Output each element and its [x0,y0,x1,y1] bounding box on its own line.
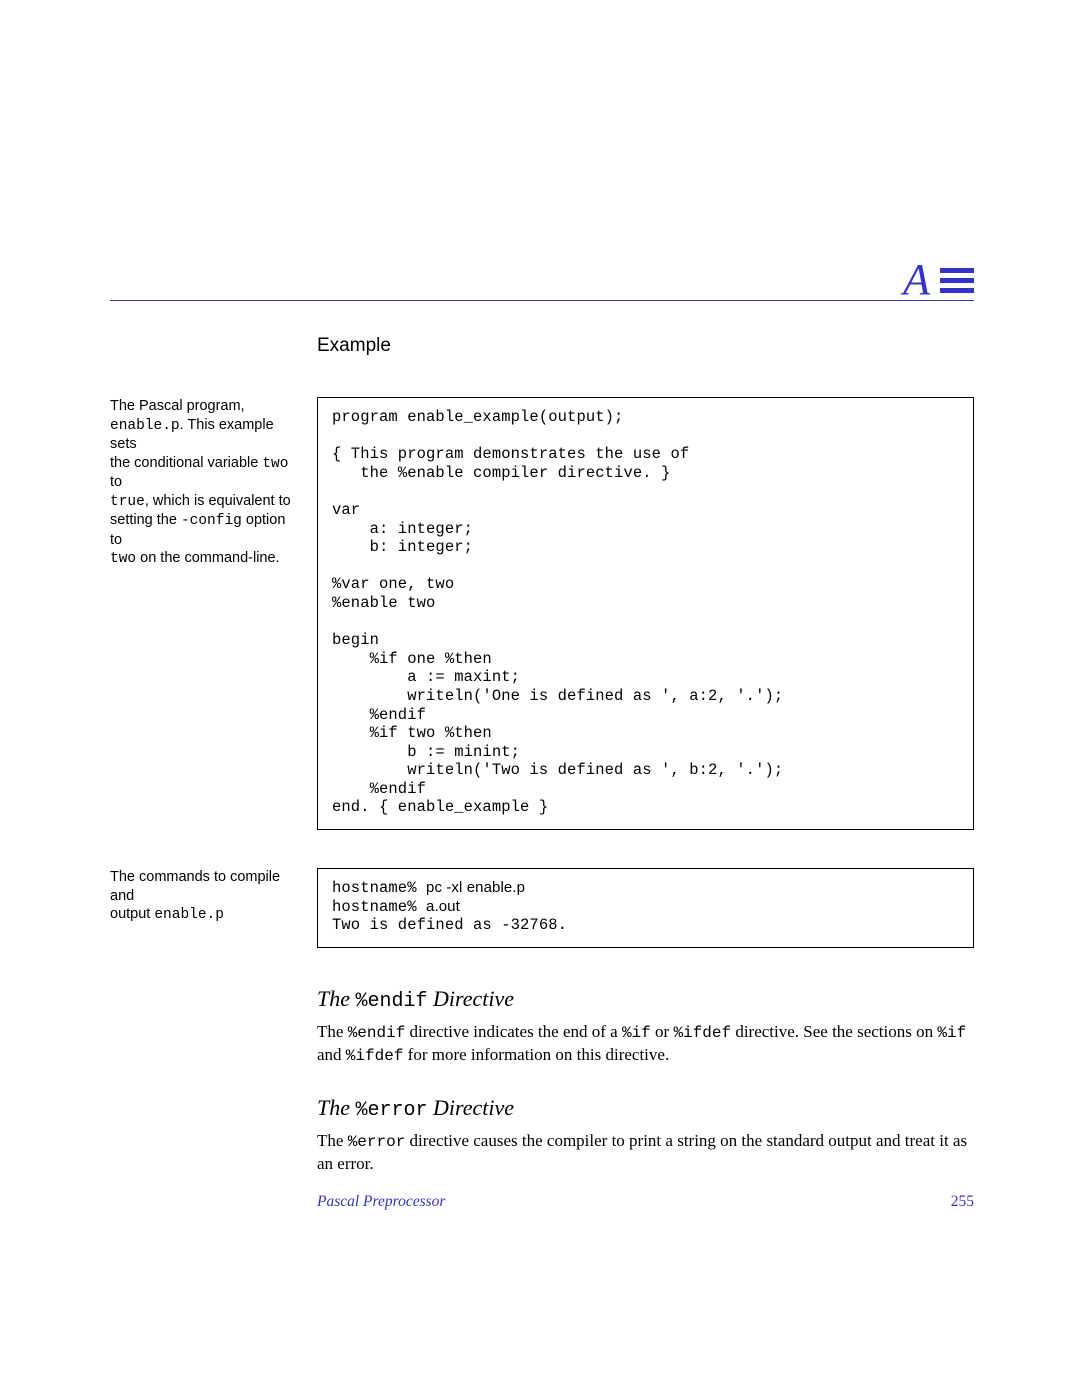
c2-l2a: hostname% [332,898,426,916]
c2-l3: Two is defined as -32768. [332,916,567,934]
footer-page-number: 255 [951,1193,974,1211]
p1-t5: and [317,1045,346,1064]
side2-l1: The commands to compile and [110,869,280,904]
p1-m3: %ifdef [673,1024,731,1042]
p1-m5: %ifdef [346,1047,404,1065]
code-listing-2: hostname% pc -xl enable.p hostname% a.ou… [317,868,974,948]
footer-title: Pascal Preprocessor [317,1193,445,1211]
side1-l3a: the conditional variable [110,455,262,471]
side1-l3c: to [110,474,122,490]
side1-l1: The Pascal program, [110,398,245,414]
side-note-2: The commands to compile and output enabl… [110,868,317,925]
error-paragraph: The %error directive causes the compiler… [317,1130,974,1176]
p2-t2: directive causes the compiler to print a… [317,1131,967,1173]
side1-l5b: -config [181,513,242,529]
p1-t1: The [317,1022,348,1041]
side1-l3b: two [262,456,288,472]
p1-m4: %if [937,1024,966,1042]
example-row-2: The commands to compile and output enabl… [110,868,974,948]
p1-t3: or [651,1022,674,1041]
chapter-letter: A [903,258,930,302]
endif-heading: The %endif Directive [317,986,974,1013]
side1-l4a: true [110,494,145,510]
side-note-1: The Pascal program, enable.p. This examp… [110,397,317,569]
side1-l5a: setting the [110,512,181,528]
c2-l2b: a.out [426,898,460,915]
sub1-post: Directive [428,986,515,1011]
side1-l6b: on the command-line. [136,550,279,566]
side1-l2a: enable.p [110,418,180,434]
page: A Example The Pascal program, enable.p. … [0,0,1080,1397]
page-footer: Pascal Preprocessor 255 [110,1193,974,1211]
side2-l2a: output [110,906,154,922]
menu-bars-icon [940,268,974,293]
header-rule [110,300,974,301]
p2-m1: %error [348,1133,406,1151]
sub1-mid: %endif [356,990,428,1013]
c2-l1b: pc -xl enable.p [426,879,525,896]
example-row-1: The Pascal program, enable.p. This examp… [110,397,974,830]
side1-l4b: , which is equivalent to [145,493,291,509]
sub2-post: Directive [428,1095,515,1120]
error-heading: The %error Directive [317,1095,974,1122]
p1-m1: %endif [348,1024,406,1042]
side2-l2b: enable.p [154,907,224,923]
p1-t4: directive. See the sections on [731,1022,937,1041]
p1-t6: for more information on this directive. [403,1045,669,1064]
p1-t2: directive indicates the end of a [405,1022,622,1041]
p1-m2: %if [622,1024,651,1042]
chapter-marker: A [903,258,974,302]
sub2-mid: %error [356,1099,428,1122]
content-area: Example The Pascal program, enable.p. Th… [110,335,974,1204]
sub1-pre: The [317,986,356,1011]
p2-t1: The [317,1131,348,1150]
example-heading: Example [317,335,974,357]
c2-l1a: hostname% [332,879,426,897]
sub2-pre: The [317,1095,356,1120]
endif-paragraph: The %endif directive indicates the end o… [317,1021,974,1067]
code-listing-1: program enable_example(output); { This p… [317,397,974,830]
side1-l6a: two [110,551,136,567]
